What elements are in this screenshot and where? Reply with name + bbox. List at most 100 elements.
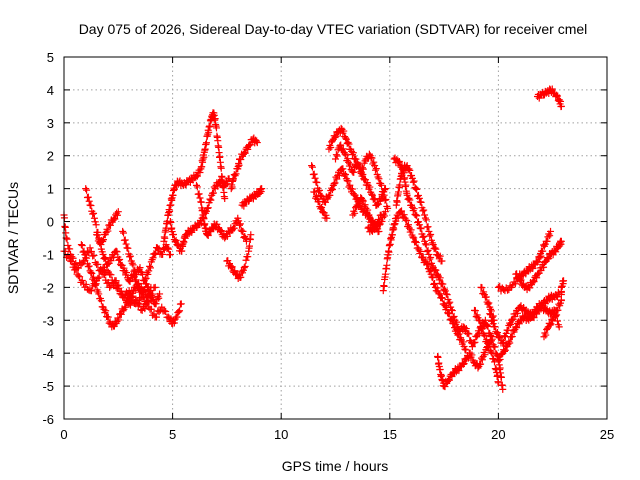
data-point	[153, 244, 161, 252]
data-point	[545, 254, 553, 262]
data-point	[448, 307, 456, 315]
data-point	[377, 211, 385, 219]
data-point	[236, 220, 244, 228]
data-point	[368, 154, 376, 162]
data-point	[63, 235, 71, 243]
data-point	[491, 365, 499, 373]
data-point	[402, 181, 410, 189]
data-point	[546, 321, 554, 329]
data-point	[459, 360, 467, 368]
data-point	[405, 194, 413, 202]
data-point	[494, 329, 502, 337]
data-point	[477, 360, 485, 368]
data-point	[177, 300, 185, 308]
data-point	[237, 226, 245, 234]
data-point	[422, 216, 430, 224]
data-point	[527, 314, 535, 322]
data-point	[85, 262, 93, 270]
data-point	[426, 266, 434, 274]
data-point	[471, 338, 479, 346]
data-point	[124, 298, 132, 306]
data-point	[119, 227, 127, 235]
data-point	[383, 261, 391, 269]
data-point	[244, 253, 252, 261]
data-point	[113, 248, 121, 256]
data-point	[164, 244, 172, 252]
data-point	[468, 343, 476, 351]
data-point	[473, 333, 481, 341]
data-point	[544, 255, 552, 263]
data-point	[247, 231, 255, 239]
data-point	[116, 260, 124, 268]
data-point	[410, 177, 418, 185]
data-point	[476, 317, 484, 325]
data-point	[343, 139, 351, 147]
data-point	[232, 170, 240, 178]
x-tick-label: 20	[491, 427, 505, 442]
data-point	[553, 92, 561, 100]
data-point	[136, 300, 144, 308]
data-point	[436, 252, 444, 260]
y-tick-label: 1	[47, 182, 54, 197]
data-point	[344, 177, 352, 185]
data-point	[244, 145, 252, 153]
data-point	[342, 151, 350, 159]
data-point	[500, 347, 508, 355]
y-tick-label: 5	[47, 50, 54, 65]
data-point	[126, 301, 134, 309]
data-point	[147, 305, 155, 313]
data-point	[165, 245, 173, 253]
data-point	[326, 191, 334, 199]
data-point	[425, 227, 433, 235]
data-point	[341, 134, 349, 142]
data-point	[414, 191, 422, 199]
data-point	[406, 166, 414, 174]
data-point	[481, 351, 489, 359]
data-point	[64, 241, 72, 249]
data-point	[230, 224, 238, 232]
data-point	[110, 279, 118, 287]
data-point	[494, 379, 502, 387]
data-point	[552, 248, 560, 256]
data-point	[446, 298, 454, 306]
y-tick-label: -5	[42, 379, 54, 394]
data-point	[380, 191, 388, 199]
data-point	[359, 197, 367, 205]
data-point	[533, 258, 541, 266]
data-point	[381, 212, 389, 220]
data-point	[371, 166, 379, 174]
data-point	[339, 145, 347, 153]
data-point	[400, 211, 408, 219]
data-point	[384, 204, 392, 212]
data-point	[150, 250, 158, 258]
data-point	[152, 249, 160, 257]
data-point	[427, 230, 435, 238]
data-point	[483, 322, 491, 330]
y-tick-label: 4	[47, 83, 54, 98]
data-point	[409, 178, 417, 186]
data-point	[398, 171, 406, 179]
data-point	[66, 245, 74, 253]
data-point	[155, 294, 163, 302]
y-tick-label: -2	[42, 280, 54, 295]
data-point	[542, 331, 550, 339]
data-point	[178, 247, 186, 255]
data-point	[345, 158, 353, 166]
data-point	[90, 251, 98, 259]
data-point	[92, 280, 100, 288]
data-point	[98, 268, 106, 276]
data-point	[193, 183, 201, 191]
data-point	[547, 320, 555, 328]
data-point	[174, 309, 182, 317]
data-point	[331, 179, 339, 187]
data-point	[460, 360, 468, 368]
data-point	[517, 276, 525, 284]
data-point	[137, 283, 145, 291]
data-point	[74, 272, 82, 280]
y-tick-label: -1	[42, 247, 54, 262]
data-point	[245, 242, 253, 250]
data-point	[211, 115, 219, 123]
data-point	[443, 304, 451, 311]
data-point	[424, 260, 432, 268]
data-point	[379, 188, 387, 196]
